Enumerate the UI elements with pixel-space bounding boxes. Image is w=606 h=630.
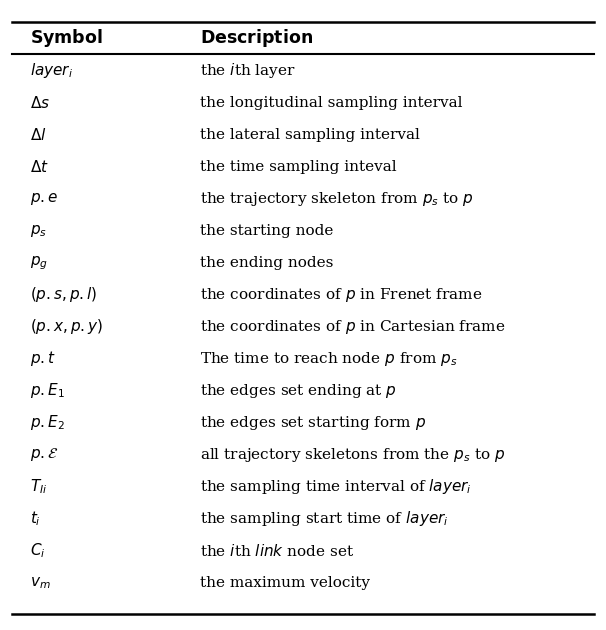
Text: the edges set starting form $\mathit{p}$: the edges set starting form $\mathit{p}$ (200, 414, 426, 432)
Text: $\mathit{p}.\mathcal{E}$: $\mathit{p}.\mathcal{E}$ (30, 446, 59, 463)
Text: the $\mathit{i}$th layer: the $\mathit{i}$th layer (200, 61, 296, 80)
Text: the lateral sampling interval: the lateral sampling interval (200, 128, 420, 142)
Text: $\mathit{p.e}$: $\mathit{p.e}$ (30, 191, 59, 207)
Text: $\bf{Description}$: $\bf{Description}$ (200, 27, 313, 49)
Text: The time to reach node $\mathit{p}$ from $p_s$: The time to reach node $\mathit{p}$ from… (200, 350, 458, 368)
Text: $\mathit{p}_g$: $\mathit{p}_g$ (30, 254, 48, 272)
Text: the maximum velocity: the maximum velocity (200, 576, 370, 590)
Text: $T_{Ii}$: $T_{Ii}$ (30, 478, 48, 496)
Text: $\Delta s$: $\Delta s$ (30, 94, 50, 111)
Text: $\mathit{layer}_i$: $\mathit{layer}_i$ (30, 61, 73, 80)
Text: $(\mathit{p.s}, \mathit{p.l})$: $(\mathit{p.s}, \mathit{p.l})$ (30, 285, 98, 304)
Text: $\bf{Symbol}$: $\bf{Symbol}$ (30, 27, 103, 49)
Text: the coordinates of $\mathit{p}$ in Cartesian frame: the coordinates of $\mathit{p}$ in Carte… (200, 318, 505, 336)
Text: the edges set ending at $\mathit{p}$: the edges set ending at $\mathit{p}$ (200, 382, 397, 400)
Text: the longitudinal sampling interval: the longitudinal sampling interval (200, 96, 462, 110)
Text: $C_i$: $C_i$ (30, 542, 46, 560)
Text: $\mathit{p}_s$: $\mathit{p}_s$ (30, 223, 47, 239)
Text: the starting node: the starting node (200, 224, 333, 238)
Text: $\mathit{p.t}$: $\mathit{p.t}$ (30, 349, 56, 369)
Text: $t_i$: $t_i$ (30, 510, 41, 528)
Text: $(\mathit{p.x}, \mathit{p.y})$: $(\mathit{p.x}, \mathit{p.y})$ (30, 318, 104, 336)
Text: the time sampling inteval: the time sampling inteval (200, 160, 396, 174)
Text: $\Delta l$: $\Delta l$ (30, 127, 47, 143)
Text: all trajectory skeletons from the $p_s$ to $\mathit{p}$: all trajectory skeletons from the $p_s$ … (200, 446, 505, 464)
Text: the sampling time interval of $\mathit{layer}_i$: the sampling time interval of $\mathit{l… (200, 478, 472, 496)
Text: $\Delta t$: $\Delta t$ (30, 159, 49, 175)
Text: the $\mathit{i}$th $\mathit{link}$ node set: the $\mathit{i}$th $\mathit{link}$ node … (200, 543, 354, 559)
Text: $\mathit{v}_m$: $\mathit{v}_m$ (30, 575, 51, 591)
Text: the coordinates of $\mathit{p}$ in Frenet frame: the coordinates of $\mathit{p}$ in Frene… (200, 286, 482, 304)
Text: the sampling start time of $\mathit{layer}_i$: the sampling start time of $\mathit{laye… (200, 510, 448, 529)
Text: $\mathit{p.E}_1$: $\mathit{p.E}_1$ (30, 381, 65, 400)
Text: $\mathit{p.E}_2$: $\mathit{p.E}_2$ (30, 413, 65, 432)
Text: the ending nodes: the ending nodes (200, 256, 333, 270)
Text: the trajectory skeleton from $p_s$ to $p$: the trajectory skeleton from $p_s$ to $p… (200, 190, 474, 208)
